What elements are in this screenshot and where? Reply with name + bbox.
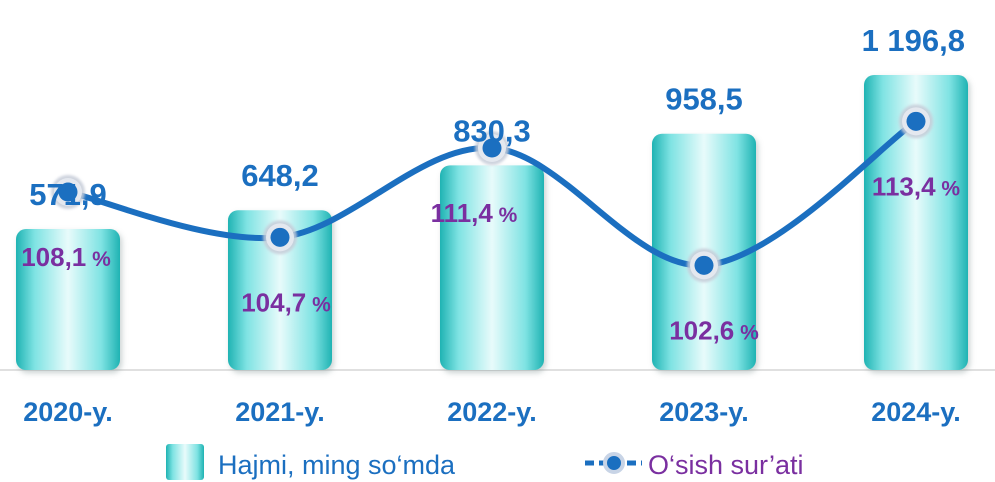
x-tick-label-4: 2023-y. bbox=[659, 397, 749, 427]
value-label-1: 571,9 bbox=[29, 177, 107, 212]
legend: Hajmi, ming so‘mda O‘sish sur’ati bbox=[166, 444, 804, 480]
rate-point-2 bbox=[263, 220, 297, 255]
rate-point-5 bbox=[899, 104, 933, 139]
legend-swatch-volume bbox=[166, 444, 204, 480]
rate-label-3: 111,4 % bbox=[431, 198, 518, 228]
value-label-3: 830,3 bbox=[453, 113, 531, 148]
rate-label-4: 102,6 % bbox=[669, 315, 759, 345]
x-tick-label-2: 2021-y. bbox=[235, 397, 325, 427]
rate-point-1 bbox=[51, 175, 85, 209]
bar-3 bbox=[440, 165, 544, 370]
rate-label-5: 113,4 % bbox=[872, 171, 960, 201]
legend-marker-rate bbox=[603, 452, 625, 474]
legend-label-rate: O‘sish sur’ati bbox=[648, 450, 804, 480]
rate-point-4 bbox=[687, 248, 721, 283]
bar-1 bbox=[16, 229, 120, 370]
x-tick-label-3: 2022-y. bbox=[447, 397, 537, 427]
rate-label-2: 104,7 % bbox=[241, 287, 331, 317]
x-tick-label-5: 2024-y. bbox=[871, 397, 961, 427]
value-label-4: 958,5 bbox=[665, 82, 743, 117]
legend-label-volume: Hajmi, ming so‘mda bbox=[218, 450, 456, 480]
x-tick-label-1: 2020-y. bbox=[23, 397, 113, 427]
bar-2 bbox=[228, 210, 332, 370]
value-label-5: 1 196,8 bbox=[862, 23, 965, 58]
value-label-2: 648,2 bbox=[241, 158, 319, 193]
rate-label-1: 108,1 % bbox=[21, 242, 111, 272]
bar-5 bbox=[864, 74, 968, 370]
rate-point-3 bbox=[475, 131, 509, 165]
